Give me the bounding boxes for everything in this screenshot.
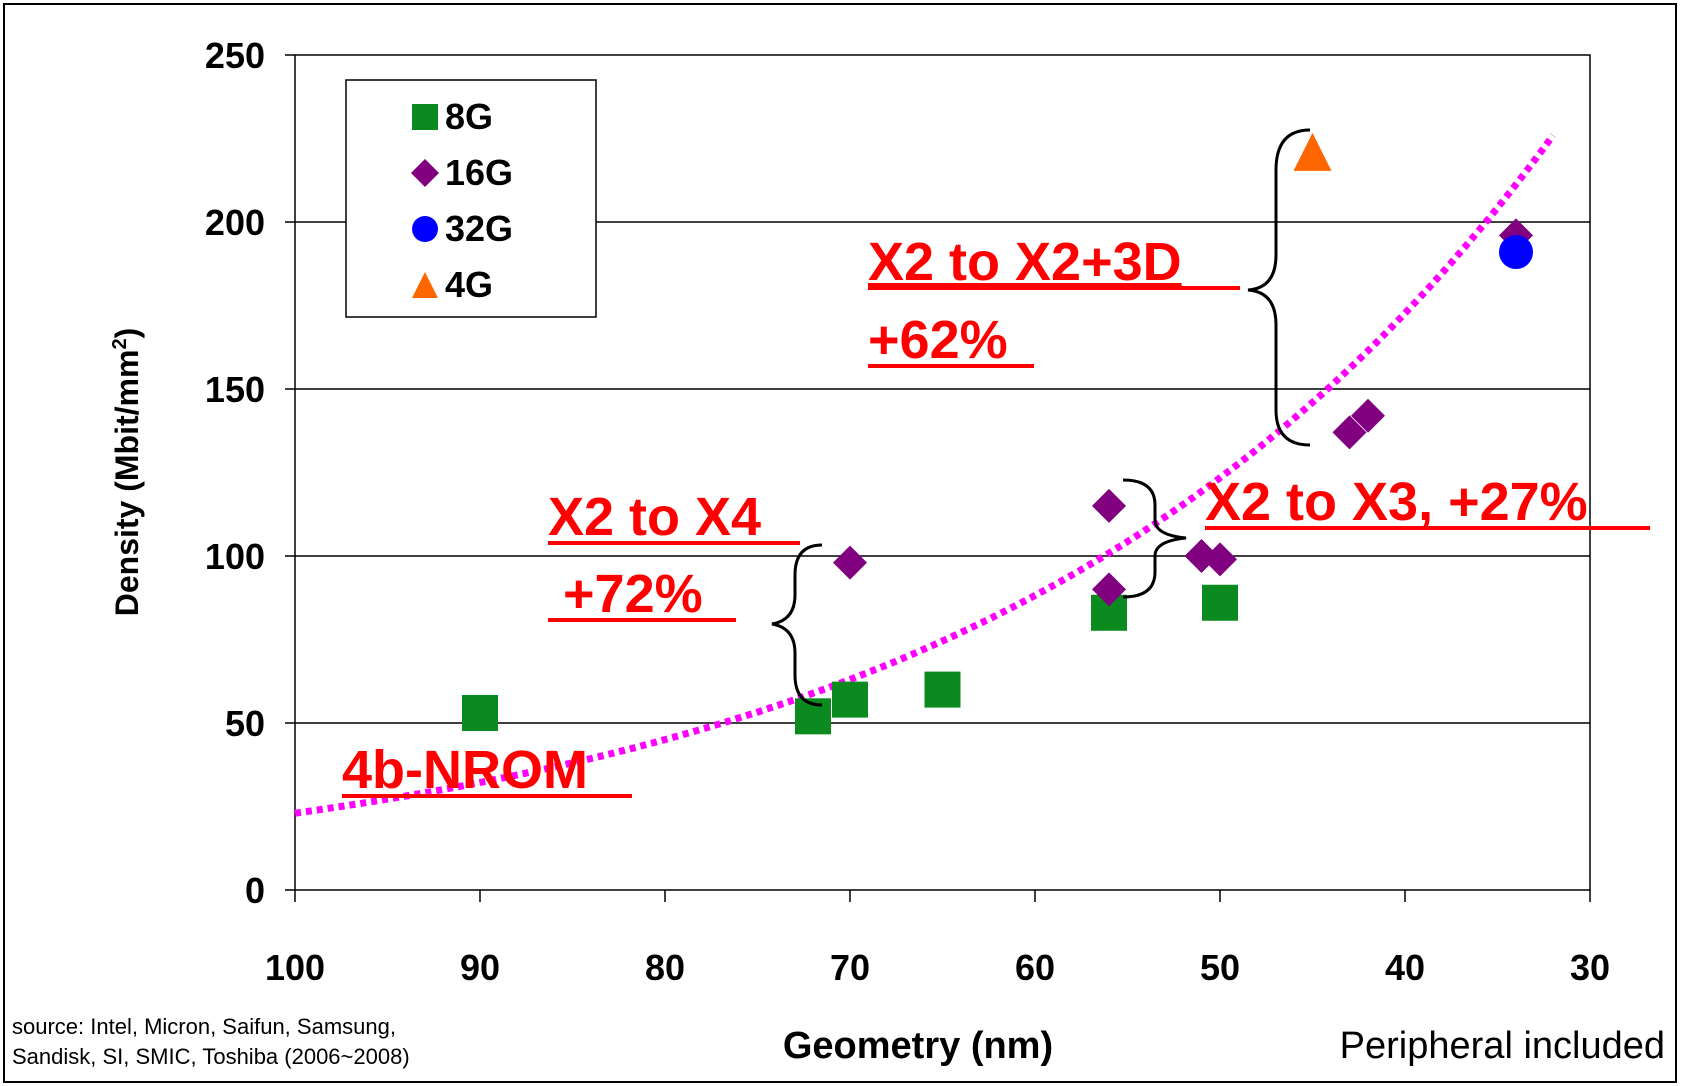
y-axis-title-end: ) (109, 328, 145, 339)
annotation-x2-to-x4: X2 to X4 +72% (548, 487, 800, 624)
data-markers (462, 132, 1533, 735)
plot-border (294, 54, 1591, 891)
legend-marker-4g (412, 272, 438, 298)
data-point-8g-3 (924, 671, 961, 708)
annotation-x2-to-x3: X2 to X3, +27% (1205, 472, 1650, 532)
y-tick-label: 100 (205, 536, 265, 577)
x-tick-label: 60 (1015, 947, 1055, 988)
data-point-16g-4 (1203, 542, 1237, 577)
legend-marker-32g (412, 216, 438, 242)
y-tick-label: 0 (245, 870, 265, 911)
y-axis-ticks: 0 50 100 150 200 250 (205, 35, 295, 911)
y-axis-title-main: Density (Mbit/mm (109, 350, 145, 617)
brace-x2-to-x4 (771, 543, 823, 707)
brace-x2-to-x2-3d (1247, 128, 1311, 447)
x-tick-label: 100 (265, 947, 325, 988)
annotation-x2-to-x4-line2: +72% (548, 564, 703, 624)
plot-area: 100 90 80 70 60 50 40 30 0 50 100 150 200 250 (205, 35, 1610, 988)
legend-items: 8G 16G 32G 4G (411, 96, 513, 305)
y-axis-title: Density (Mbit/mm2) (109, 328, 145, 616)
y-tick-label: 150 (205, 369, 265, 410)
x-axis-title: Geometry (nm) (783, 1025, 1053, 1067)
source-note-line2: Sandisk, SI, SMIC, Toshiba (2006~2008) (12, 1044, 410, 1069)
gridlines (295, 221, 1590, 724)
annotation-x2-to-x4-line1: X2 to X4 (548, 487, 761, 547)
legend-label-8g: 8G (445, 96, 493, 137)
data-point-8g-2 (832, 681, 868, 718)
legend-marker-8g (412, 104, 438, 130)
data-point-4g-0 (1293, 132, 1332, 171)
annotation-x2-to-x3-line1: X2 to X3, +27% (1205, 472, 1588, 532)
x-tick-label: 70 (830, 947, 870, 988)
legend-label-4g: 4G (445, 264, 493, 305)
data-point-8g-0 (462, 694, 498, 731)
data-point-32g-0 (1499, 235, 1533, 270)
x-tick-label: 80 (645, 947, 685, 988)
x-axis-ticks: 100 90 80 70 60 50 40 30 (265, 890, 1610, 988)
annotation-x2-to-x2-3d: X2 to X2+3D +62% (868, 232, 1240, 370)
x-tick-label: 30 (1570, 947, 1610, 988)
legend: 8G 16G 32G 4G (345, 79, 597, 318)
legend-marker-16g (411, 159, 439, 187)
data-point-16g-1 (1092, 488, 1126, 523)
y-tick-label: 200 (205, 202, 265, 243)
legend-box (345, 79, 597, 318)
data-point-16g-5 (1332, 415, 1367, 450)
brace-x2-to-x3 (1122, 478, 1187, 599)
x-tick-label: 40 (1385, 947, 1425, 988)
x-tick-label: 90 (460, 947, 500, 988)
peripheral-note: Peripheral included (1340, 1025, 1665, 1067)
source-note-line1: source: Intel, Micron, Saifun, Samsung, (12, 1014, 396, 1039)
data-point-8g-5 (1202, 584, 1238, 621)
annotation-4b-nrom-line1: 4b-NROM (342, 740, 588, 800)
legend-label-32g: 32G (445, 208, 513, 249)
y-axis-title-superscript: 2 (109, 338, 131, 349)
annotation-x2-to-x2-3d-line2: +62% (868, 310, 1008, 370)
chart-frame (3, 3, 1677, 1083)
data-point-16g-0 (833, 545, 867, 580)
data-point-16g-6 (1351, 398, 1385, 433)
y-tick-label: 50 (225, 703, 265, 744)
annotation-4b-nrom: 4b-NROM (342, 740, 632, 800)
data-point-16g-2 (1092, 572, 1126, 607)
annotation-x2-to-x2-3d-line1: X2 to X2+3D (868, 232, 1182, 292)
y-tick-label: 250 (205, 35, 265, 76)
x-tick-label: 50 (1200, 947, 1240, 988)
trendline-curve (294, 133, 1556, 817)
legend-label-16g: 16G (445, 152, 513, 193)
